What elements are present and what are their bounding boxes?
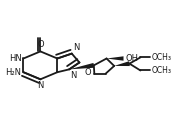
Text: N: N	[70, 71, 77, 80]
Polygon shape	[69, 63, 94, 69]
Polygon shape	[107, 56, 124, 61]
Text: H₂N: H₂N	[5, 68, 22, 77]
Text: OCH₃: OCH₃	[152, 53, 172, 62]
Text: O: O	[85, 68, 92, 77]
Text: N: N	[37, 81, 44, 90]
Text: OH: OH	[125, 54, 138, 63]
Text: OCH₃: OCH₃	[152, 66, 172, 75]
Text: N: N	[73, 43, 79, 52]
Polygon shape	[114, 61, 130, 66]
Text: HN: HN	[9, 54, 22, 63]
Text: O: O	[37, 40, 44, 49]
